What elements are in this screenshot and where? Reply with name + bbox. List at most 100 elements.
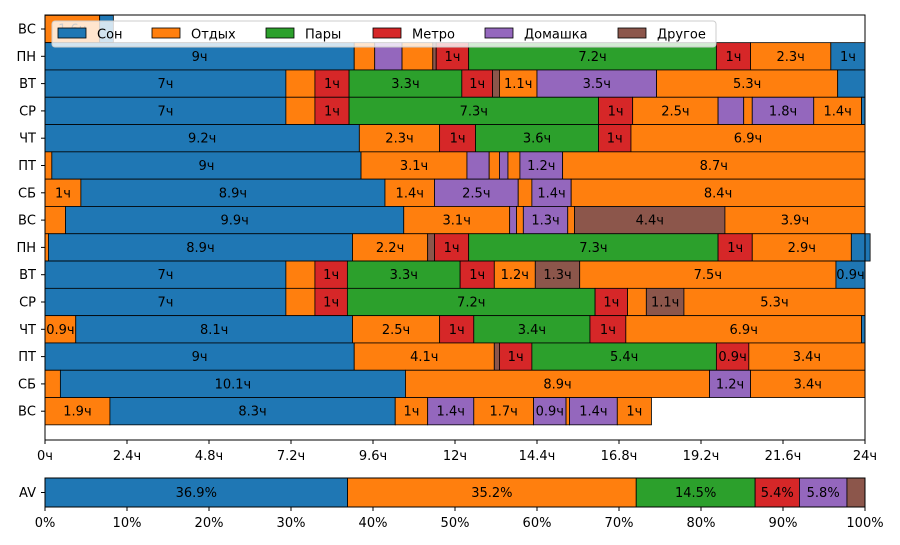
bar-segment-метро [594, 287, 628, 317]
bar-segment-другое [534, 260, 581, 289]
bar-segment-домашка [709, 369, 751, 398]
data-label: 3.4ч [794, 377, 822, 392]
data-label: 1ч [727, 241, 743, 256]
data-label: 2.5ч [661, 104, 689, 119]
data-label: 1ч [323, 296, 339, 311]
data-label: 3.9ч [781, 214, 809, 229]
bar-row-9: 8.9ч 2.2ч 1ч 7.3ч 1ч 2.9ч [44, 233, 871, 262]
bar-row-3: 7ч 1ч 3.3ч 1ч 1.1ч 3.5ч 5.3ч [44, 69, 866, 98]
bar-segment-отдых [625, 315, 862, 344]
bar-segment-отдых [570, 178, 866, 207]
bar-segment-сон [850, 233, 871, 262]
bar-segment-домашка [536, 69, 657, 98]
legend-item-пары: Пары [265, 28, 341, 43]
bar-segment-пары [346, 260, 461, 289]
bar-segment-домашка [522, 206, 569, 235]
legend-item-метро: Метро [372, 28, 455, 43]
y-tick-label: ВТ [19, 268, 36, 283]
y-tick-label: ВС [18, 405, 36, 420]
bar-segment-отдых [384, 178, 435, 207]
data-label: 1.4ч [396, 186, 424, 201]
bar-segment-отдых [44, 151, 53, 180]
data-label: 1ч [840, 50, 856, 65]
bar-segment-отдых [632, 96, 719, 125]
y-tick-label: СР [19, 296, 36, 311]
data-label: 1ч [324, 104, 340, 119]
bar-segment-отдых [751, 233, 852, 262]
avg-segment-другое [846, 477, 866, 508]
data-label: 1ч [469, 77, 485, 92]
legend-label: Отдых [191, 28, 236, 43]
bar-segment-сон [835, 260, 866, 289]
bar-row-14: 10.1ч 8.9ч 1.2ч 3.4ч [44, 369, 866, 398]
data-label: 0.9ч [718, 350, 746, 365]
bar-segment-другое [493, 342, 500, 371]
data-label: 1.7ч [490, 405, 518, 420]
data-label: 1.3ч [543, 268, 571, 283]
y-tick-label: ПН [16, 50, 36, 65]
data-label: 1ч [508, 350, 524, 365]
bar-segment-отдых [813, 96, 862, 125]
data-label: 7ч [157, 104, 173, 119]
data-label: 1ч [403, 405, 419, 420]
bar-row-4: 7ч 1ч 7.3ч 1ч 2.5ч 1.8ч 1.4ч [44, 96, 866, 125]
y-tick-label: СР [19, 104, 36, 119]
data-label: 3.3ч [391, 77, 419, 92]
bar-segment-метро [314, 96, 350, 125]
data-label: 8.9ч [543, 377, 571, 392]
data-label: 1.8ч [769, 104, 797, 119]
bar-segment-домашка [519, 151, 564, 180]
data-label: 7.2ч [457, 296, 485, 311]
bar-row-11: 7ч 1ч 7.2ч 1ч 1.1ч 5.3ч [44, 287, 866, 317]
data-label: 8.4ч [704, 186, 732, 201]
avg-segment-метро [754, 477, 800, 508]
bar-segment-сон [51, 151, 362, 180]
bar-row-6: 9ч 3.1ч 1.2ч 8.7ч [44, 151, 866, 180]
bar-segment-домашка [427, 397, 475, 426]
y-tick-label: ВС [18, 23, 36, 38]
x-tick-label: 100% [846, 516, 883, 531]
data-label: 2.3ч [385, 132, 413, 147]
data-label: 1ч [449, 323, 465, 338]
data-label: 10.1ч [215, 377, 252, 392]
bar-segment-отдых [656, 69, 839, 98]
x-tick-label: 16.8ч [601, 449, 638, 464]
bar-segment-отдых [44, 233, 49, 262]
data-label: 5.3ч [733, 77, 761, 92]
y-tick-label: СБ [18, 377, 36, 392]
data-label: 8.3ч [238, 405, 266, 420]
bar-row-10: 7ч 1ч 3.3ч 1ч 1.2ч 1.3ч 7.5ч 0.9ч [44, 260, 866, 289]
data-label: 1.4ч [537, 186, 565, 201]
x-tick-label: 60% [523, 516, 552, 531]
data-label: 1.9ч [63, 405, 91, 420]
bar-segment-отдых [44, 369, 61, 398]
daily-activity-plot: 1.6чВС9ч1ч7.2ч1ч2.3ч1чПН7ч1ч3.3ч1ч1.1ч3.… [16, 14, 877, 464]
bar-segment-метро [715, 342, 750, 371]
data-label: 1ч [324, 77, 340, 92]
data-label: 8.1ч [200, 323, 228, 338]
data-label: 2.5ч [462, 186, 490, 201]
bar-segment-отдых [44, 315, 77, 344]
bar-segment-метро [717, 233, 753, 262]
bar-segment-отдых [352, 315, 441, 344]
x-tick-label: 80% [687, 516, 716, 531]
data-label: 3.3ч [390, 268, 418, 283]
x-tick-label: 2.4ч [113, 449, 141, 464]
bar-segment-отдых [405, 369, 710, 398]
bar-segment-пары [475, 124, 599, 153]
x-tick-label: 90% [769, 516, 798, 531]
data-label: 1ч [450, 132, 466, 147]
avg-segment-сон [44, 477, 348, 508]
bar-segment-отдых [499, 69, 538, 98]
bar-row-7: 1ч 8.9ч 1.4ч 2.5ч 1.4ч 8.4ч [44, 178, 866, 207]
bar-segment-сон [44, 260, 287, 289]
x-tick-label: 0% [35, 516, 56, 531]
data-label: 1ч [607, 132, 623, 147]
x-tick-label: 50% [441, 516, 470, 531]
bar-segment-сон [75, 315, 353, 344]
bar-segment-другое [645, 287, 685, 317]
legend-swatch [57, 27, 87, 39]
data-label: 1ч [626, 405, 642, 420]
bar-segment-отдых [507, 151, 521, 180]
